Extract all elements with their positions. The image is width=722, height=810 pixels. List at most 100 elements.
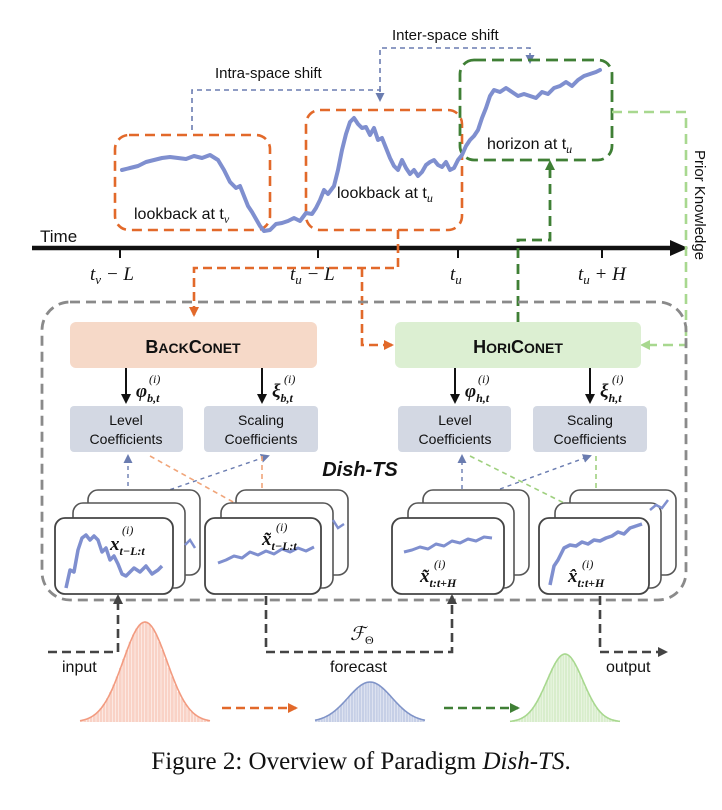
- histogram-bar: [356, 687, 359, 722]
- phi-b-symbol: φb,t: [136, 381, 160, 405]
- phi-b-sup: (i): [149, 372, 160, 386]
- prior-knowledge-connector: [612, 110, 688, 350]
- histogram-bar: [372, 682, 376, 722]
- scaling-coef-back-line2: Coefficients: [225, 431, 298, 447]
- histogram-bar: [411, 715, 414, 722]
- output-distribution: [509, 653, 621, 723]
- scaling-coef-box-hori: [533, 406, 647, 452]
- prior-knowledge-label: Prior Knowledge: [691, 150, 708, 260]
- histogram-bar: [353, 690, 356, 722]
- phi-h-sup: (i): [478, 372, 489, 386]
- histogram-bar: [414, 717, 417, 722]
- x-tilde-horizon-curve: [403, 535, 493, 554]
- lookback-u-label: lookback at tu: [337, 185, 433, 205]
- histogram-bar: [180, 698, 184, 722]
- histogram-bar: [526, 713, 529, 722]
- histogram-bar: [337, 707, 340, 722]
- histogram-bar: [581, 680, 584, 722]
- histogram-bar: [184, 703, 187, 722]
- histogram-bar: [125, 650, 129, 722]
- histogram-bar: [386, 693, 389, 722]
- tick-label-tu: tu: [450, 264, 462, 287]
- histogram-bar: [559, 655, 562, 722]
- histogram-bar: [200, 718, 204, 722]
- x-lookback-sup: (i): [122, 523, 133, 537]
- histogram-bar: [397, 705, 400, 722]
- x-tilde-lookback-panel: [204, 517, 322, 595]
- histogram-bar: [400, 707, 403, 722]
- histogram-bar: [595, 707, 598, 722]
- histogram-bar: [416, 718, 420, 722]
- histogram-bar: [93, 714, 96, 722]
- histogram-bar: [89, 716, 93, 722]
- f-theta-symbol: ℱΘ: [350, 624, 374, 647]
- forecast-distribution: [314, 681, 426, 722]
- histogram-bar: [339, 705, 343, 722]
- histogram-bar: [167, 667, 171, 722]
- distribution-curve: [509, 653, 621, 723]
- x-tilde-lookback-curve: [217, 545, 315, 565]
- level-coef-hori-line2: Coefficients: [419, 431, 492, 447]
- histogram-bar: [109, 691, 113, 722]
- histogram-bar: [197, 716, 200, 722]
- histogram-bar: [367, 682, 370, 722]
- histogram-bar: [534, 703, 538, 722]
- time-label: Time: [40, 227, 77, 246]
- phi-h-symbol: φh,t: [465, 381, 490, 405]
- histogram-bar: [389, 696, 392, 722]
- lookback-u-box: [304, 108, 464, 232]
- tick-label-tu-minus-l: tu − L: [290, 264, 335, 287]
- histogram-bar: [562, 654, 565, 722]
- figure-caption: Figure 2: Overview of Paradigm Dish-TS.: [151, 748, 571, 775]
- histogram-bar: [405, 712, 409, 722]
- x-tilde-horizon-symbol: x̃t:t+H: [419, 566, 457, 590]
- histogram-bar: [190, 711, 194, 722]
- x-lookback-symbol: xt−L:t: [109, 534, 145, 558]
- histogram-bar: [331, 712, 334, 722]
- histogram-bar: [532, 707, 535, 722]
- intra-space-shift-label: Intra-space shift: [215, 65, 323, 82]
- histogram-bar: [334, 710, 337, 722]
- histogram-bar: [515, 720, 518, 722]
- histogram-bar: [375, 683, 378, 722]
- histogram-bar: [122, 658, 126, 722]
- histogram-bar: [611, 720, 615, 722]
- histogram-bar: [135, 628, 139, 722]
- histogram-bar: [132, 634, 135, 722]
- x-tilde-lookback-stack: [204, 489, 349, 595]
- histogram-bar: [326, 715, 329, 722]
- distribution-curve: [314, 681, 426, 722]
- histogram-bar: [600, 713, 604, 722]
- x-lookback-curve: [64, 533, 164, 589]
- histogram-bar: [521, 717, 524, 722]
- histogram-bar: [364, 682, 367, 722]
- histogram-bar: [206, 720, 210, 722]
- histogram-bar: [83, 719, 87, 722]
- level-coef-box-hori: [398, 406, 511, 452]
- cross-xtilde-h-to-scaling: [469, 454, 592, 501]
- level-coef-back-line2: Coefficients: [90, 431, 163, 447]
- histogram-bar: [148, 624, 152, 722]
- histogram-bar: [106, 698, 109, 722]
- x-hat-horizon-sup: (i): [582, 557, 593, 571]
- histogram-bar: [570, 658, 573, 722]
- histogram-bar: [598, 711, 601, 722]
- output-flow: [598, 596, 668, 657]
- histogram-bar: [378, 685, 381, 722]
- histogram-bar: [112, 684, 116, 722]
- tick-label-tu-plus-h: tu + H: [578, 264, 627, 287]
- histogram-bar: [164, 658, 168, 722]
- histogram-bar: [328, 714, 332, 722]
- forecast-flow: [264, 594, 457, 654]
- time-axis-arrowhead: [670, 240, 688, 256]
- histogram-bar: [342, 702, 345, 722]
- x-lookback-stack: [54, 489, 201, 595]
- x-tilde-horizon-sup: (i): [434, 557, 445, 571]
- backconet-label: BACKCONET: [145, 337, 241, 357]
- horizon-u-label: horizon at tu: [487, 136, 572, 156]
- lookback-v-box: [113, 133, 272, 232]
- x-hat-horizon-panel: [538, 517, 650, 595]
- histogram-bar: [394, 702, 398, 722]
- xi-h-symbol: ξh,t: [600, 381, 622, 405]
- scaling-coef-hori-line2: Coefficients: [554, 431, 627, 447]
